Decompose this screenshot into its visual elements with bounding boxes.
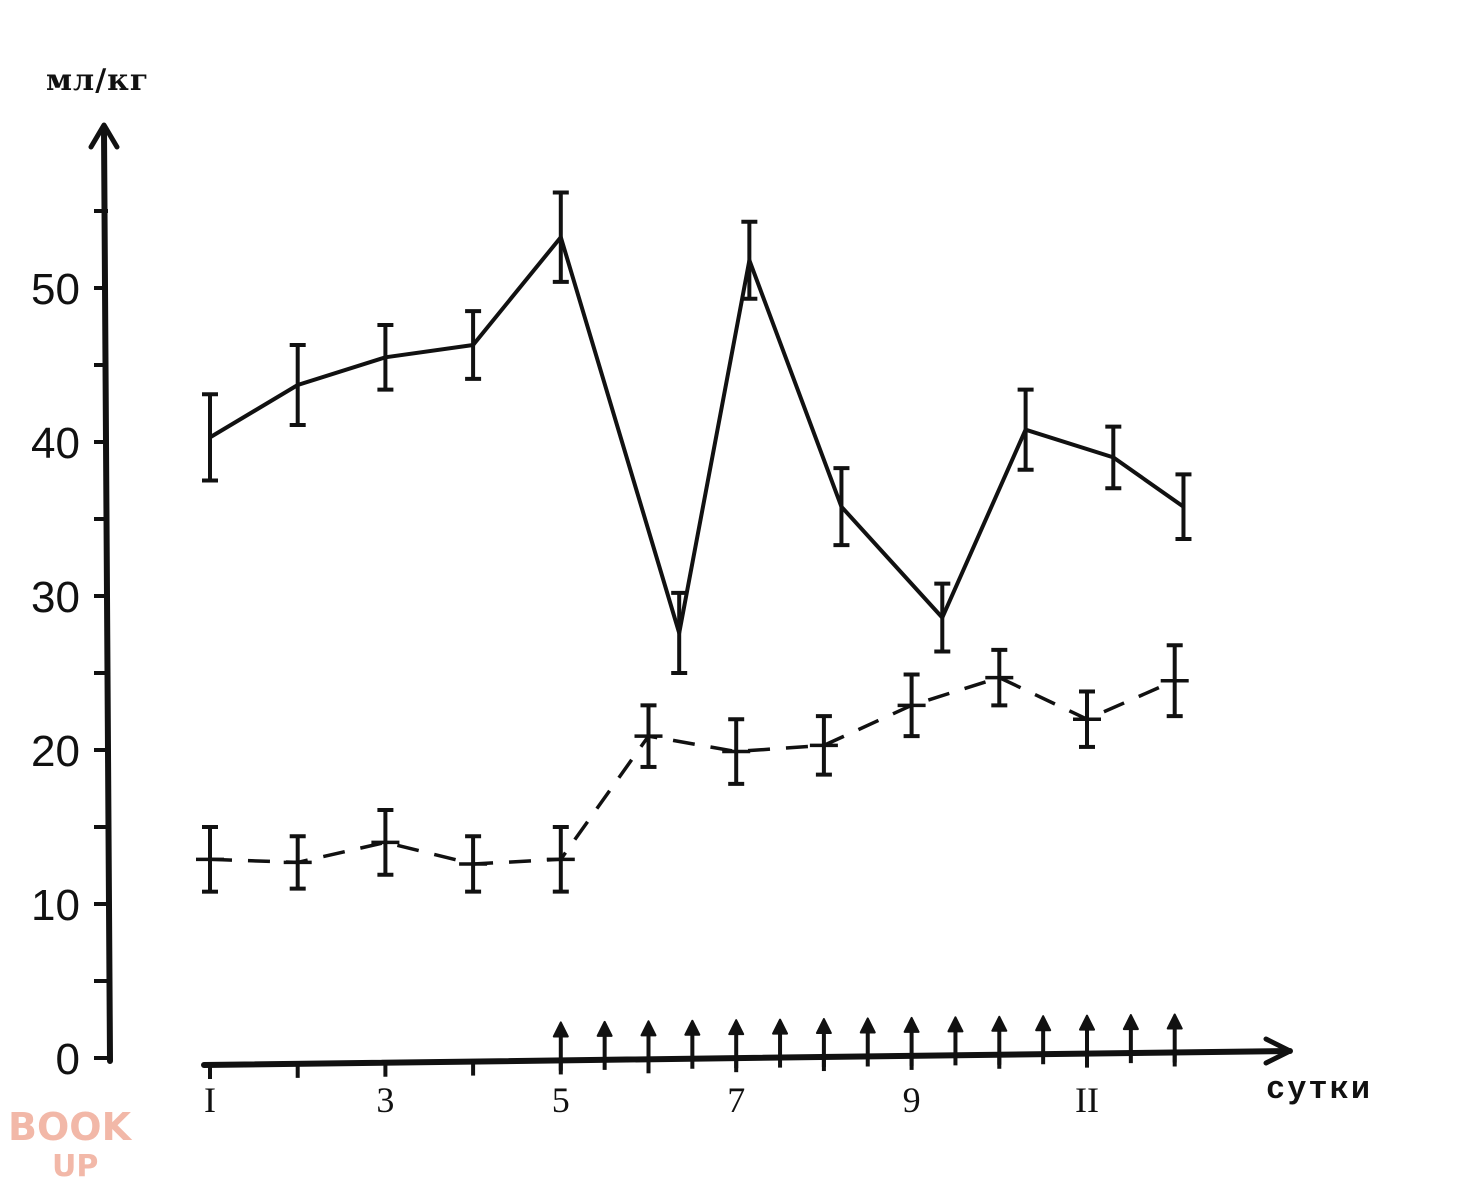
arrow-up-icon: [684, 1019, 701, 1069]
error-bar: [465, 309, 482, 381]
arrow-markers: [552, 1013, 1183, 1071]
arrow-head: [552, 1021, 569, 1038]
arrow-head: [991, 1015, 1008, 1032]
y-tick-label: 40: [31, 419, 80, 468]
error-bar: [1017, 387, 1034, 472]
error-bar: [546, 825, 575, 894]
arrow-head: [596, 1020, 613, 1037]
arrow-head: [684, 1019, 701, 1036]
watermark-text-bottom: UP: [52, 1149, 98, 1184]
error-bar: [985, 647, 1014, 708]
arrow-up-icon: [947, 1016, 964, 1066]
arrow-up-icon: [991, 1015, 1008, 1065]
arrow-head: [859, 1017, 876, 1034]
arrow-head: [1166, 1013, 1183, 1030]
series-solid-line: [208, 235, 1185, 635]
arrow-up-icon: [1079, 1014, 1095, 1064]
arrow-head: [947, 1016, 964, 1033]
x-tick-label: 7: [727, 1080, 745, 1120]
arrow-head: [815, 1018, 832, 1035]
error-bar: [897, 672, 926, 739]
y-tick-label: 0: [56, 1035, 80, 1084]
arrow-head: [640, 1020, 657, 1037]
y-tick-label: 50: [31, 265, 80, 314]
error-bar: [202, 392, 218, 483]
y-tick-label: 30: [31, 573, 80, 622]
y-tick-label: 10: [31, 881, 80, 930]
y-axis-arrow-icon: [88, 122, 120, 150]
x-axis-arrow-icon: [1263, 1036, 1293, 1066]
error-bar: [459, 834, 488, 894]
error-bar: [722, 717, 751, 786]
y-unit-label: мл/кг: [46, 63, 149, 98]
axes: [88, 122, 1293, 1079]
arrow-head: [1035, 1015, 1052, 1032]
arrow-up-icon: [859, 1017, 876, 1067]
error-bar: [371, 808, 400, 877]
error-bar: [671, 590, 688, 675]
error-bar: [1160, 643, 1189, 719]
arrow-up-icon: [1122, 1014, 1139, 1064]
error-bar: [1175, 472, 1192, 542]
arrow-up-icon: [903, 1016, 920, 1066]
error-bar: [283, 834, 312, 891]
series-dashed-line: [209, 675, 1176, 866]
arrow-up-icon: [772, 1018, 789, 1068]
arrow-head: [772, 1018, 789, 1035]
arrow-up-icon: [1166, 1013, 1183, 1063]
x-tick-label: 5: [552, 1080, 570, 1120]
error-bar: [634, 703, 663, 769]
arrow-up-icon: [640, 1020, 657, 1070]
error-bar: [1073, 689, 1101, 749]
x-unit-label: сутки: [1266, 1071, 1372, 1108]
error-bar: [289, 342, 306, 428]
series-layer: [196, 190, 1192, 894]
arrow-head: [1122, 1014, 1139, 1031]
watermark-text-top: BOOK: [8, 1105, 133, 1149]
error-bar: [934, 581, 951, 654]
x-axis-line: [201, 1048, 1293, 1068]
y-tick-label: 20: [31, 727, 80, 776]
error-bar: [196, 825, 224, 894]
arrow-head: [728, 1019, 745, 1036]
error-bar: [741, 219, 758, 301]
arrow-up-icon: [596, 1020, 613, 1070]
arrow-head: [903, 1016, 920, 1033]
arrow-up-icon: [1035, 1015, 1052, 1065]
arrow-up-icon: [815, 1018, 832, 1068]
error-bar: [552, 190, 569, 284]
arrow-up-icon: [728, 1019, 745, 1069]
arrow-up-icon: [552, 1021, 569, 1071]
error-bar: [377, 322, 394, 392]
x-tick-label: I: [204, 1080, 216, 1120]
error-bar: [833, 466, 850, 548]
x-tick-label: 3: [376, 1080, 394, 1120]
x-tick-label: 9: [903, 1080, 921, 1120]
axis-labels: 0 10 20 30 40 50 I 3 5 7 9 II мл/кг сутки: [31, 63, 1372, 1120]
x-tick-label: II: [1075, 1080, 1099, 1120]
arrow-head: [1079, 1014, 1095, 1031]
error-bar: [809, 714, 838, 777]
error-bar: [1105, 424, 1122, 491]
